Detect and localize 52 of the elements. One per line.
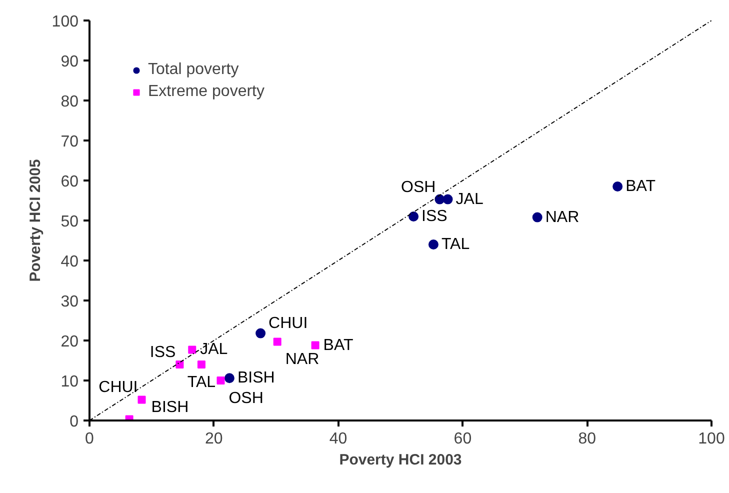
legend-label: Extreme poverty: [148, 83, 264, 101]
point: [273, 338, 282, 346]
point: [612, 182, 623, 192]
annotation: TAL: [187, 374, 216, 391]
y-tick-label: 100: [52, 14, 79, 30]
x-tick-label: 100: [698, 430, 725, 448]
annotation: TAL: [441, 236, 470, 253]
y-tick-label: 50: [60, 214, 79, 230]
y-tick-label: 30: [60, 294, 79, 310]
y-tick-label: 0: [70, 414, 79, 430]
legend-label: Total poverty: [148, 61, 239, 79]
x-tick-label: 0: [85, 430, 94, 448]
point: [442, 194, 453, 204]
annotation: NAR: [545, 208, 580, 226]
annotation: NAR: [285, 351, 320, 368]
point: [256, 328, 266, 338]
point: [428, 240, 438, 250]
point: [311, 341, 320, 350]
point: [532, 212, 542, 222]
annotation: ISS: [150, 344, 176, 361]
annotation: CHUI: [98, 379, 138, 396]
point: [434, 194, 445, 204]
y-tick-label: 20: [60, 334, 79, 350]
point: [224, 373, 234, 384]
annotation: BAT: [323, 336, 354, 354]
annotation: CHUI: [268, 314, 308, 332]
y-axis-title: Poverty HCI 2005: [26, 159, 44, 282]
annotation: JAL: [200, 341, 228, 358]
annotation: ISS: [422, 208, 448, 225]
annotation: OSH: [228, 390, 264, 407]
point: [176, 360, 184, 368]
point: [188, 346, 196, 354]
annotation: BAT: [626, 178, 656, 195]
y-tick-label: 60: [60, 174, 79, 190]
y-tick-label: 80: [60, 94, 79, 110]
annotation: JAL: [456, 190, 484, 208]
y-tick-label: 70: [60, 134, 79, 150]
y-tick-label: 40: [60, 254, 79, 270]
point: [197, 360, 206, 368]
x-axis-title: Poverty HCI 2003: [339, 452, 462, 468]
x-tick-label: 80: [578, 430, 596, 448]
y-tick-label: 90: [60, 54, 79, 70]
y-tick-label: 10: [60, 374, 79, 390]
point: [216, 376, 225, 384]
annotation: BISH: [237, 370, 275, 387]
x-tick-label: 60: [454, 430, 472, 448]
annotation: BISH: [151, 398, 189, 416]
x-tick-label: 20: [205, 430, 223, 448]
x-tick-label: 40: [329, 430, 348, 448]
point: [138, 396, 146, 404]
point: [408, 212, 419, 222]
annotation: OSH: [401, 178, 436, 196]
